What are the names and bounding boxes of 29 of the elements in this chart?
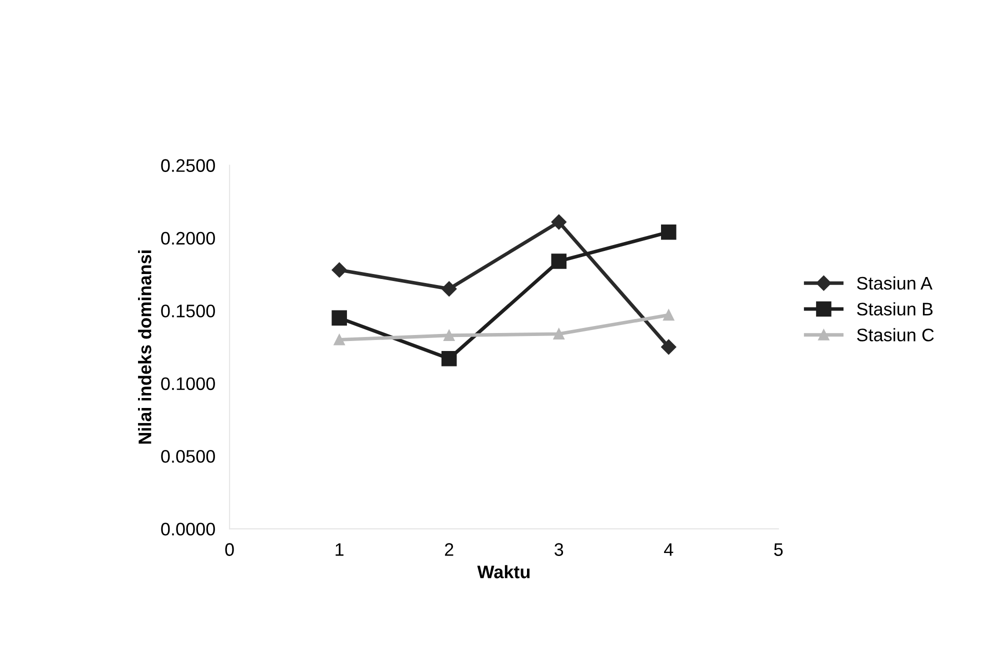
point xyxy=(551,214,566,230)
y-axis-title: Nilai indeks dominansi xyxy=(138,250,152,444)
point xyxy=(553,328,564,340)
legend-label: Stasiun B xyxy=(857,302,933,316)
point xyxy=(663,309,674,321)
x-tick-label: 5 xyxy=(774,543,783,556)
x-tick-label: 3 xyxy=(554,543,564,556)
y-tick-label: 0.1000 xyxy=(161,377,215,390)
x-tick-label: 2 xyxy=(444,543,454,556)
point xyxy=(442,281,457,296)
point xyxy=(332,262,347,278)
y-tick-label: 0.2000 xyxy=(161,232,215,245)
y-tick-label: 0.0500 xyxy=(161,450,215,463)
y-tick-label: 0.2500 xyxy=(161,159,215,172)
x-axis-title: Waktu xyxy=(477,565,530,578)
x-tick-label: 0 xyxy=(225,543,234,556)
x-tick-label: 4 xyxy=(664,543,674,556)
point xyxy=(332,310,347,326)
point xyxy=(661,339,676,355)
y-tick-label: 0.0000 xyxy=(161,522,215,536)
point xyxy=(661,224,676,240)
point xyxy=(551,254,567,269)
point xyxy=(441,351,457,366)
x-tick-label: 1 xyxy=(336,543,344,556)
legend-label: Stasiun C xyxy=(857,328,934,342)
legend-label: Stasiun A xyxy=(857,276,932,290)
y-tick-label: 0.1500 xyxy=(161,304,215,318)
point xyxy=(444,330,455,341)
point xyxy=(334,334,345,346)
